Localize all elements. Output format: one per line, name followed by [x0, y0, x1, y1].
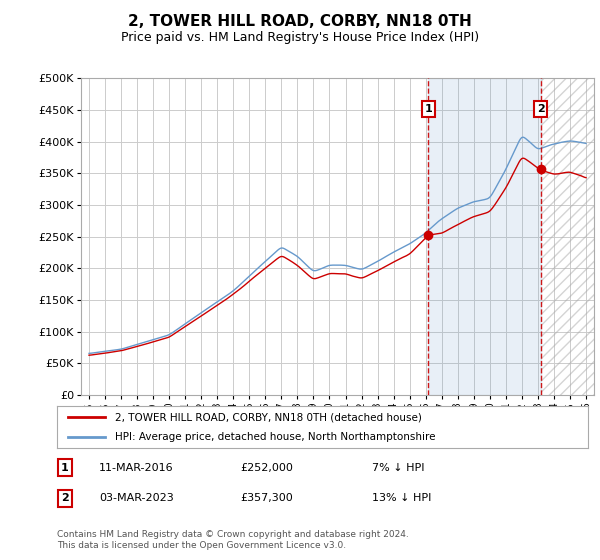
Bar: [541, 78, 594, 395]
Bar: [428, 78, 541, 395]
Text: 2, TOWER HILL ROAD, CORBY, NN18 0TH (detached house): 2, TOWER HILL ROAD, CORBY, NN18 0TH (det…: [115, 412, 422, 422]
Text: 2: 2: [537, 104, 544, 114]
Text: Contains HM Land Registry data © Crown copyright and database right 2024.: Contains HM Land Registry data © Crown c…: [57, 530, 409, 539]
Text: £252,000: £252,000: [240, 463, 293, 473]
Text: 1: 1: [61, 463, 68, 473]
Text: 2: 2: [61, 493, 68, 503]
Text: Price paid vs. HM Land Registry's House Price Index (HPI): Price paid vs. HM Land Registry's House …: [121, 31, 479, 44]
Text: 13% ↓ HPI: 13% ↓ HPI: [372, 493, 431, 503]
Text: 03-MAR-2023: 03-MAR-2023: [99, 493, 174, 503]
Text: HPI: Average price, detached house, North Northamptonshire: HPI: Average price, detached house, Nort…: [115, 432, 436, 442]
Bar: [541, 78, 594, 395]
Text: 1: 1: [425, 104, 432, 114]
Text: 2, TOWER HILL ROAD, CORBY, NN18 0TH: 2, TOWER HILL ROAD, CORBY, NN18 0TH: [128, 14, 472, 29]
Text: £357,300: £357,300: [240, 493, 293, 503]
Text: 7% ↓ HPI: 7% ↓ HPI: [372, 463, 425, 473]
Text: This data is licensed under the Open Government Licence v3.0.: This data is licensed under the Open Gov…: [57, 541, 346, 550]
Text: 11-MAR-2016: 11-MAR-2016: [99, 463, 173, 473]
